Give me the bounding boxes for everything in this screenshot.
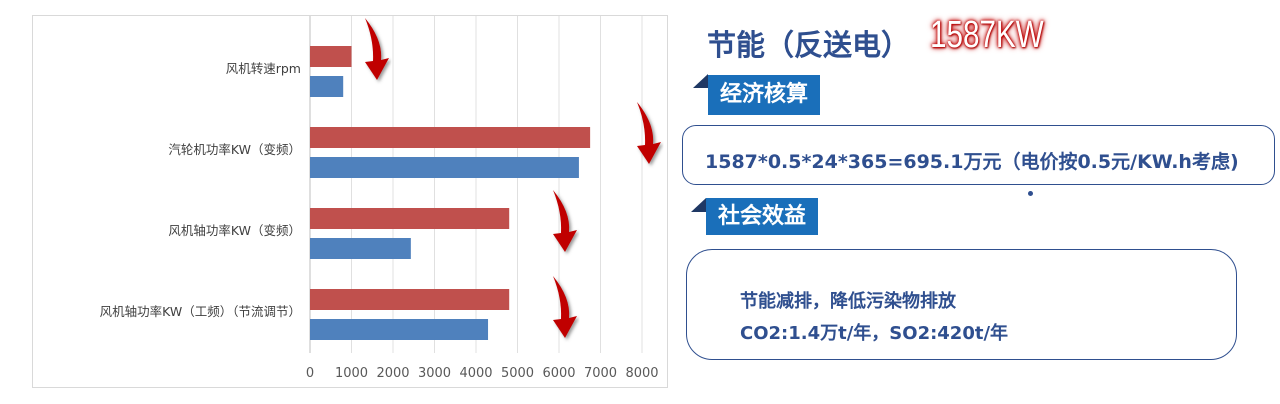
bar [310,76,344,97]
bar [310,127,591,148]
x-tick-label: 3000 [418,366,451,381]
chart-svg: 风机转速rpm 汽轮机功率KW（变频） 风机轴功率KW（变频） 风机轴功率KW（工频）… [100,16,661,381]
section-social: 社会效益 [706,198,819,235]
red-down-arrow-icon [553,276,577,338]
power-highlight: 1587KW [930,14,1044,56]
x-tick-label: 8000 [625,366,658,381]
red-down-arrow-icon [637,102,661,164]
category-label: 风机轴功率KW（变频） [168,223,301,238]
benefit-line-2: CO2:1.4万t/年，SO2:420t/年 [740,323,1009,344]
bar [310,238,411,259]
bar [310,46,352,67]
calc-text: 1587*0.5*24*365=695.1万元（电价按0.5元/KW.h考虑) [705,151,1239,173]
badge-corner [691,198,706,212]
bar [310,319,489,340]
category-label: 风机转速rpm [226,61,301,76]
red-down-arrow-icon [365,18,389,80]
x-tick-label: 7000 [584,366,617,381]
bar [310,157,579,178]
bullet-dot [1028,191,1033,196]
benefit-line-1: 节能减排，降低污染物排放 [740,291,956,312]
x-tick-label: 5000 [501,366,534,381]
bar-chart: 风机转速rpm 汽轮机功率KW（变频） 风机轴功率KW（变频） 风机轴功率KW（工频）… [32,15,668,388]
bar [310,208,510,229]
x-tick-label: 2000 [376,366,409,381]
x-tick-label: 1000 [335,366,368,381]
page-title: 节能（反送电） [707,28,911,62]
x-tick-label: 6000 [542,366,575,381]
section-economic: 经济核算 [708,75,821,115]
category-label: 汽轮机功率KW（变频） [168,142,301,157]
x-tick-label: 4000 [459,366,492,381]
badge-corner [693,74,708,88]
calc-box: 1587*0.5*24*365=695.1万元（电价按0.5元/KW.h考虑) [682,125,1275,185]
benefit-box: 节能减排，降低污染物排放 CO2:1.4万t/年，SO2:420t/年 [686,249,1237,360]
red-down-arrow-icon [553,190,577,252]
x-tick-label: 0 [306,366,314,381]
category-label: 风机轴功率KW（工频）（节流调节） [100,304,301,319]
bar [310,289,510,310]
